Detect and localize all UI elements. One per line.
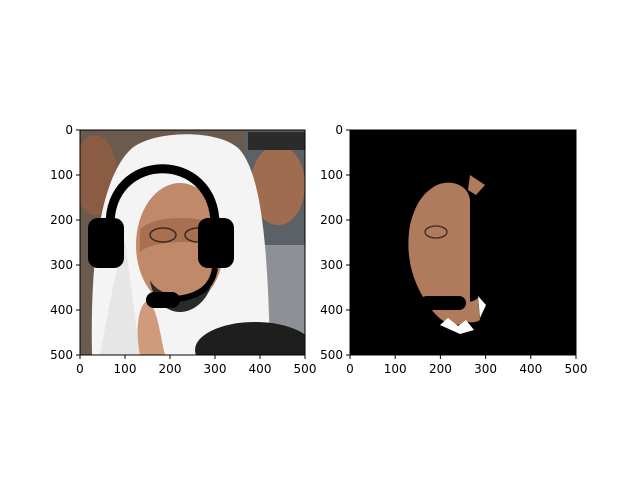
left-y-tick-label: 200 (50, 213, 73, 227)
right-x-tick-label: 200 (429, 362, 452, 376)
right-x-tick-label: 0 (346, 362, 354, 376)
left-y-tick-label: 500 (50, 348, 73, 362)
right-x-tick-label: 300 (474, 362, 497, 376)
left-x-tick-label: 500 (294, 362, 317, 376)
right-y-tick-label: 500 (320, 348, 343, 362)
left-x-tick-label: 100 (114, 362, 137, 376)
right-axes-frame (349, 129, 577, 356)
right-y-tick-label: 300 (320, 258, 343, 272)
right-x-tick-label: 100 (384, 362, 407, 376)
left-x-tick-label: 400 (249, 362, 272, 376)
right-y-tick-label: 200 (320, 213, 343, 227)
headset-overlay-icon (88, 164, 234, 308)
left-x-tick-label: 200 (159, 362, 182, 376)
left-y-tick-label: 400 (50, 303, 73, 317)
left-y-tick-label: 300 (50, 258, 73, 272)
left-y-tick-label: 0 (65, 123, 73, 137)
right-y-tick-label: 0 (335, 123, 343, 137)
right-y-tick-label: 100 (320, 168, 343, 182)
left-x-tick-label: 0 (76, 362, 84, 376)
left-axes-frame (79, 129, 306, 356)
left-x-tick-label: 300 (204, 362, 227, 376)
left-y-tick-label: 100 (50, 168, 73, 182)
masked-face-region-icon (408, 175, 486, 334)
right-x-tick-label: 400 (519, 362, 542, 376)
right-y-tick-label: 400 (320, 303, 343, 317)
right-x-tick-label: 500 (565, 362, 588, 376)
